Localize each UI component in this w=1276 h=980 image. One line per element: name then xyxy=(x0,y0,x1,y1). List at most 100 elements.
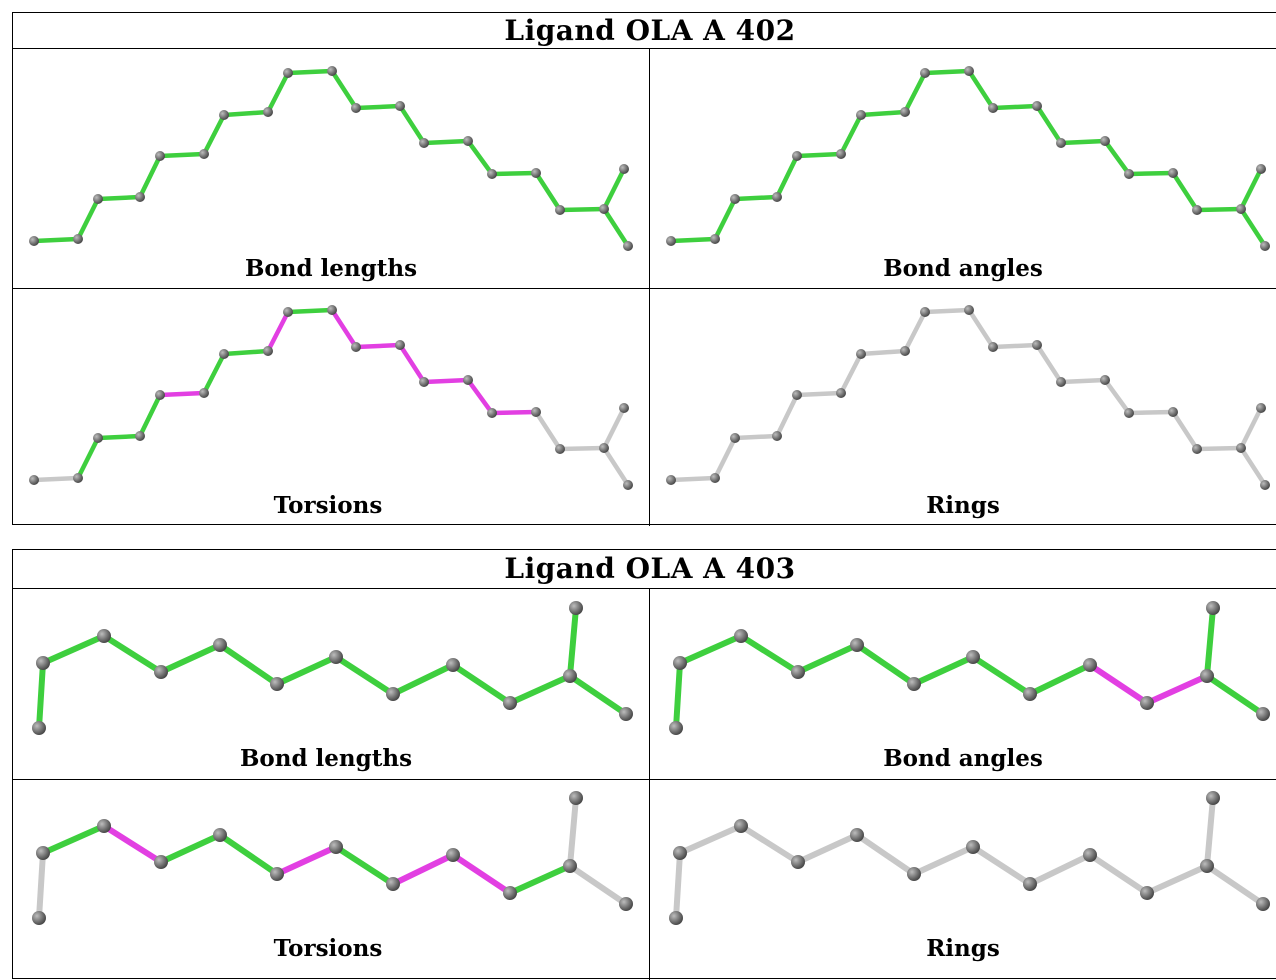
bond xyxy=(668,236,718,244)
atom xyxy=(920,68,930,78)
atom xyxy=(1168,407,1178,417)
atom xyxy=(619,897,633,911)
atom xyxy=(850,638,864,652)
panel-402-torsions: Torsions xyxy=(13,289,649,526)
bond xyxy=(489,170,539,177)
atom xyxy=(1056,377,1066,387)
atom xyxy=(563,669,577,683)
bond xyxy=(902,309,928,354)
bond xyxy=(794,390,844,398)
atom xyxy=(599,443,609,453)
bond xyxy=(567,673,629,717)
bond xyxy=(712,435,738,481)
molecule-402-bond-angles xyxy=(666,66,1270,251)
bond xyxy=(333,844,396,887)
atom xyxy=(1256,707,1270,721)
atom xyxy=(1140,696,1154,710)
bond xyxy=(95,433,143,441)
bond xyxy=(421,138,471,146)
bond xyxy=(1126,409,1176,416)
bond xyxy=(838,112,864,157)
row-divider xyxy=(13,288,1276,289)
atom xyxy=(850,828,864,842)
bond xyxy=(1087,852,1150,896)
bond xyxy=(1204,795,1216,869)
bond xyxy=(75,196,101,242)
molecule-402-bond-lengths xyxy=(29,66,633,251)
bond xyxy=(421,377,471,385)
bond xyxy=(265,70,291,115)
bond xyxy=(285,68,335,76)
atom xyxy=(734,819,748,833)
atom xyxy=(1140,886,1154,900)
bond xyxy=(601,445,631,488)
bond xyxy=(774,153,800,200)
caption-bond-angles: Bond angles xyxy=(883,255,1043,282)
atom xyxy=(503,886,517,900)
bond xyxy=(990,342,1040,350)
ligand-403-table: Ligand OLA A 403 Bond lengths Bond angle… xyxy=(12,549,1276,980)
bond xyxy=(677,823,744,856)
bond xyxy=(1144,863,1210,896)
atom xyxy=(673,656,687,670)
bond xyxy=(36,660,46,731)
bond xyxy=(1194,445,1244,452)
bond xyxy=(567,863,629,907)
atom xyxy=(836,388,846,398)
atom xyxy=(555,444,565,454)
atom xyxy=(1083,848,1097,862)
atom xyxy=(569,601,583,615)
ligand-403-title: Ligand OLA A 403 xyxy=(13,550,1276,589)
caption-bond-lengths: Bond lengths xyxy=(244,255,418,282)
atom xyxy=(1260,241,1270,251)
bond xyxy=(95,194,143,202)
atom xyxy=(1032,340,1042,350)
bond xyxy=(1126,170,1176,177)
bond xyxy=(1027,662,1093,697)
atom xyxy=(503,696,517,710)
bond xyxy=(217,642,280,687)
atom xyxy=(29,236,39,246)
atom xyxy=(283,68,293,78)
bond xyxy=(450,852,513,896)
bond xyxy=(31,475,81,483)
atom xyxy=(419,138,429,148)
atom xyxy=(327,66,337,76)
panel-403-rings: Rings xyxy=(650,780,1276,980)
atom xyxy=(964,66,974,76)
atom xyxy=(1256,403,1266,413)
atom xyxy=(199,388,209,398)
bond xyxy=(274,654,339,687)
molecule-403-bond-angles xyxy=(669,601,1270,735)
bond xyxy=(390,662,456,697)
atom xyxy=(1206,791,1220,805)
atom xyxy=(734,629,748,643)
bond xyxy=(922,68,972,76)
column-divider xyxy=(649,49,650,526)
bond xyxy=(673,850,683,921)
bond xyxy=(221,348,271,357)
atom xyxy=(219,349,229,359)
bond xyxy=(101,633,164,675)
atom xyxy=(792,390,802,400)
atom xyxy=(1192,205,1202,215)
bond xyxy=(557,445,607,452)
bond xyxy=(1204,605,1216,679)
bond xyxy=(1204,863,1266,907)
bond xyxy=(854,642,917,687)
bond xyxy=(1058,138,1108,146)
atom xyxy=(791,665,805,679)
panel-402-bond-lengths: Bond lengths xyxy=(13,50,649,288)
atom xyxy=(36,846,50,860)
bond xyxy=(158,642,223,675)
bond xyxy=(465,138,495,177)
atom xyxy=(487,408,497,418)
atom xyxy=(666,236,676,246)
bond xyxy=(201,112,227,157)
atom xyxy=(988,342,998,352)
bond xyxy=(353,103,403,111)
atom xyxy=(964,305,974,315)
panel-403-torsions: Torsions xyxy=(13,780,649,980)
bond xyxy=(668,475,718,483)
atom xyxy=(487,169,497,179)
